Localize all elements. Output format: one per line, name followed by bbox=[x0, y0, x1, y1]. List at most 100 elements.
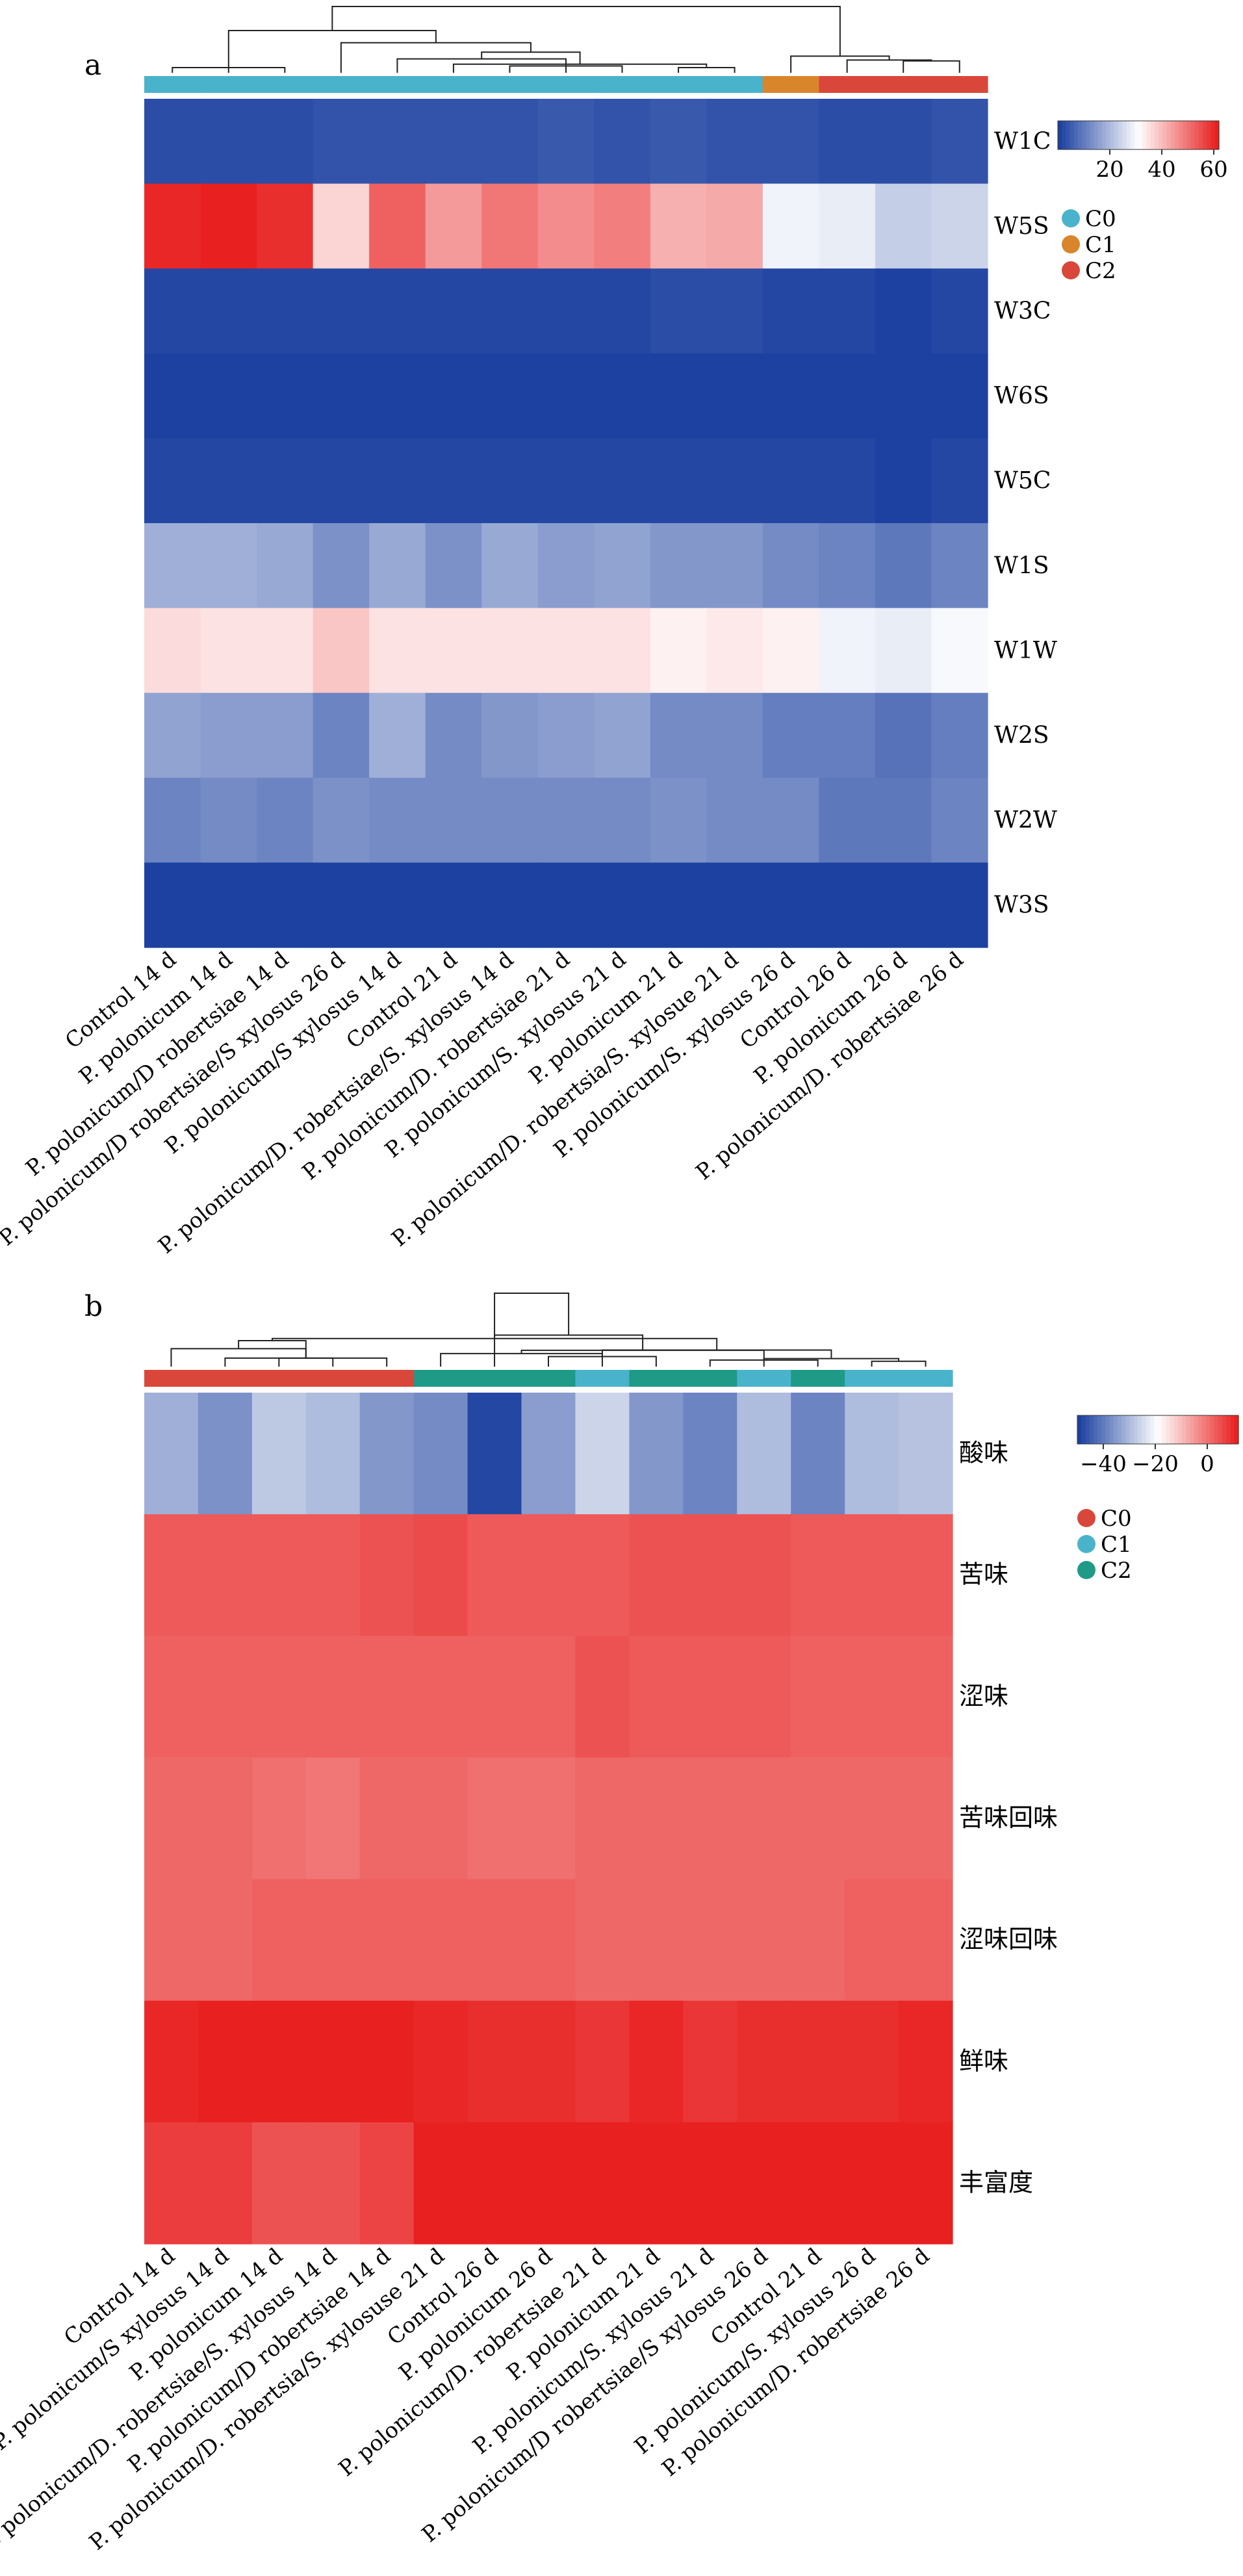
colorbar-tick-label: 20 bbox=[1096, 157, 1123, 183]
cluster-bar-cell bbox=[575, 1370, 630, 1387]
dendrogram-branch bbox=[678, 67, 736, 73]
heatmap-cell bbox=[144, 438, 201, 524]
heatmap-cell bbox=[737, 1757, 791, 1880]
dendrogram-branch bbox=[481, 51, 581, 64]
cluster-bar-cell bbox=[521, 1370, 576, 1387]
cluster-bar-cell bbox=[359, 1370, 415, 1387]
heatmap-cell bbox=[200, 523, 257, 609]
heatmap-cell bbox=[359, 1514, 415, 1636]
cluster-bar-cell bbox=[762, 76, 819, 93]
colorbar-segment bbox=[1179, 121, 1183, 149]
colorbar-segment bbox=[1058, 121, 1062, 149]
colorbar-segment bbox=[1086, 121, 1091, 149]
heatmap-cell bbox=[359, 1393, 415, 1515]
cluster-legend-label: C0 bbox=[1101, 1506, 1132, 1532]
heatmap-cell bbox=[369, 862, 426, 948]
heatmap-cell bbox=[305, 2000, 361, 2123]
dendrogram-branch bbox=[227, 30, 437, 63]
heatmap-cell bbox=[200, 693, 257, 779]
cluster-legend-dot bbox=[1062, 235, 1080, 253]
colorbar-segment bbox=[1121, 1415, 1126, 1444]
heatmap-cell bbox=[629, 2122, 684, 2245]
colorbar-segment bbox=[1146, 121, 1151, 149]
dendrogram-branch bbox=[846, 59, 932, 73]
heatmap-cell bbox=[200, 777, 257, 863]
heatmap-cell bbox=[144, 1514, 199, 1636]
heatmap-cell bbox=[305, 1514, 361, 1636]
dendrogram-branch bbox=[340, 42, 532, 73]
heatmap-cell bbox=[481, 99, 539, 185]
colorbar-segment bbox=[1194, 1415, 1199, 1444]
heatmap-cell bbox=[481, 608, 539, 693]
colorbar-segment bbox=[1138, 121, 1143, 149]
heatmap-cell bbox=[537, 693, 595, 779]
heatmap-cell bbox=[425, 777, 482, 863]
heatmap-cell bbox=[369, 523, 426, 609]
heatmap-cell bbox=[899, 2122, 953, 2245]
heatmap-cell bbox=[575, 1879, 630, 2002]
heatmap-cell bbox=[144, 1636, 199, 1758]
heatmap-cell bbox=[305, 1757, 361, 1880]
heatmap-cell bbox=[200, 99, 257, 185]
heatmap-cell bbox=[144, 353, 201, 439]
heatmap-cell bbox=[537, 438, 595, 524]
heatmap-cell bbox=[875, 99, 932, 185]
cluster-bar-cell bbox=[369, 76, 426, 93]
heatmap-cell bbox=[313, 693, 370, 779]
heatmap-cell bbox=[762, 99, 819, 185]
cluster-bar-cell bbox=[537, 76, 595, 93]
row-label: W1S bbox=[994, 552, 1049, 579]
cluster-bar-cell bbox=[313, 76, 370, 93]
colorbar-segment bbox=[1106, 121, 1111, 149]
cluster-bar-cell bbox=[875, 76, 932, 93]
heatmap-cell bbox=[144, 2122, 199, 2245]
heatmap-cell bbox=[845, 1514, 899, 1636]
heatmap-cell bbox=[313, 608, 370, 693]
heatmap-cell bbox=[762, 777, 819, 863]
heatmap-cell bbox=[313, 99, 370, 185]
heatmap-cell bbox=[575, 2122, 630, 2245]
heatmap-cell bbox=[369, 438, 426, 524]
colorbar-segment bbox=[1158, 1415, 1162, 1444]
heatmap-cell bbox=[521, 2122, 576, 2245]
colorbar-tick-label: −40 bbox=[1080, 1451, 1127, 1477]
heatmap-cell bbox=[762, 353, 819, 439]
cluster-bar-cell bbox=[629, 1370, 684, 1387]
dendrogram-branch bbox=[494, 1334, 644, 1350]
heatmap-cell bbox=[200, 862, 257, 948]
heatmap-cell bbox=[467, 1514, 522, 1636]
colorbar-segment bbox=[1062, 121, 1066, 149]
heatmap-cell bbox=[251, 2122, 307, 2245]
cluster-bar-cell bbox=[845, 1370, 899, 1387]
heatmap-cell bbox=[198, 1636, 253, 1758]
heatmap-cell bbox=[537, 777, 595, 863]
heatmap-cell bbox=[629, 1636, 684, 1758]
heatmap-cell bbox=[257, 523, 314, 609]
heatmap-cell bbox=[144, 862, 201, 948]
colorbar-segment bbox=[1118, 121, 1123, 149]
heatmap-cell bbox=[537, 183, 595, 269]
colorbar-tick-label: 0 bbox=[1200, 1451, 1214, 1477]
heatmap-cell bbox=[257, 99, 314, 185]
cluster-legend-label: C1 bbox=[1101, 1532, 1132, 1558]
colorbar-segment bbox=[1186, 1415, 1191, 1444]
colorbar-segment bbox=[1199, 121, 1203, 149]
heatmap-cell bbox=[521, 1636, 576, 1758]
heatmap-cell bbox=[481, 523, 539, 609]
heatmap-cell bbox=[845, 1393, 899, 1515]
heatmap-cell bbox=[931, 693, 988, 779]
heatmap-cell bbox=[819, 862, 876, 948]
colorbar-segment bbox=[1194, 121, 1199, 149]
heatmap-cell bbox=[931, 183, 988, 269]
heatmap-cell bbox=[369, 353, 426, 439]
heatmap-cell bbox=[313, 862, 370, 948]
colorbar-frame bbox=[1077, 1415, 1239, 1445]
colorbar-segment bbox=[1150, 121, 1155, 149]
cluster-bar-cell bbox=[305, 1370, 361, 1387]
heatmap-cell bbox=[899, 1514, 953, 1636]
cluster-bar-cell bbox=[257, 76, 314, 93]
heatmap-cell bbox=[762, 523, 819, 609]
heatmap-cell bbox=[706, 862, 763, 948]
heatmap-cell bbox=[467, 2122, 522, 2245]
